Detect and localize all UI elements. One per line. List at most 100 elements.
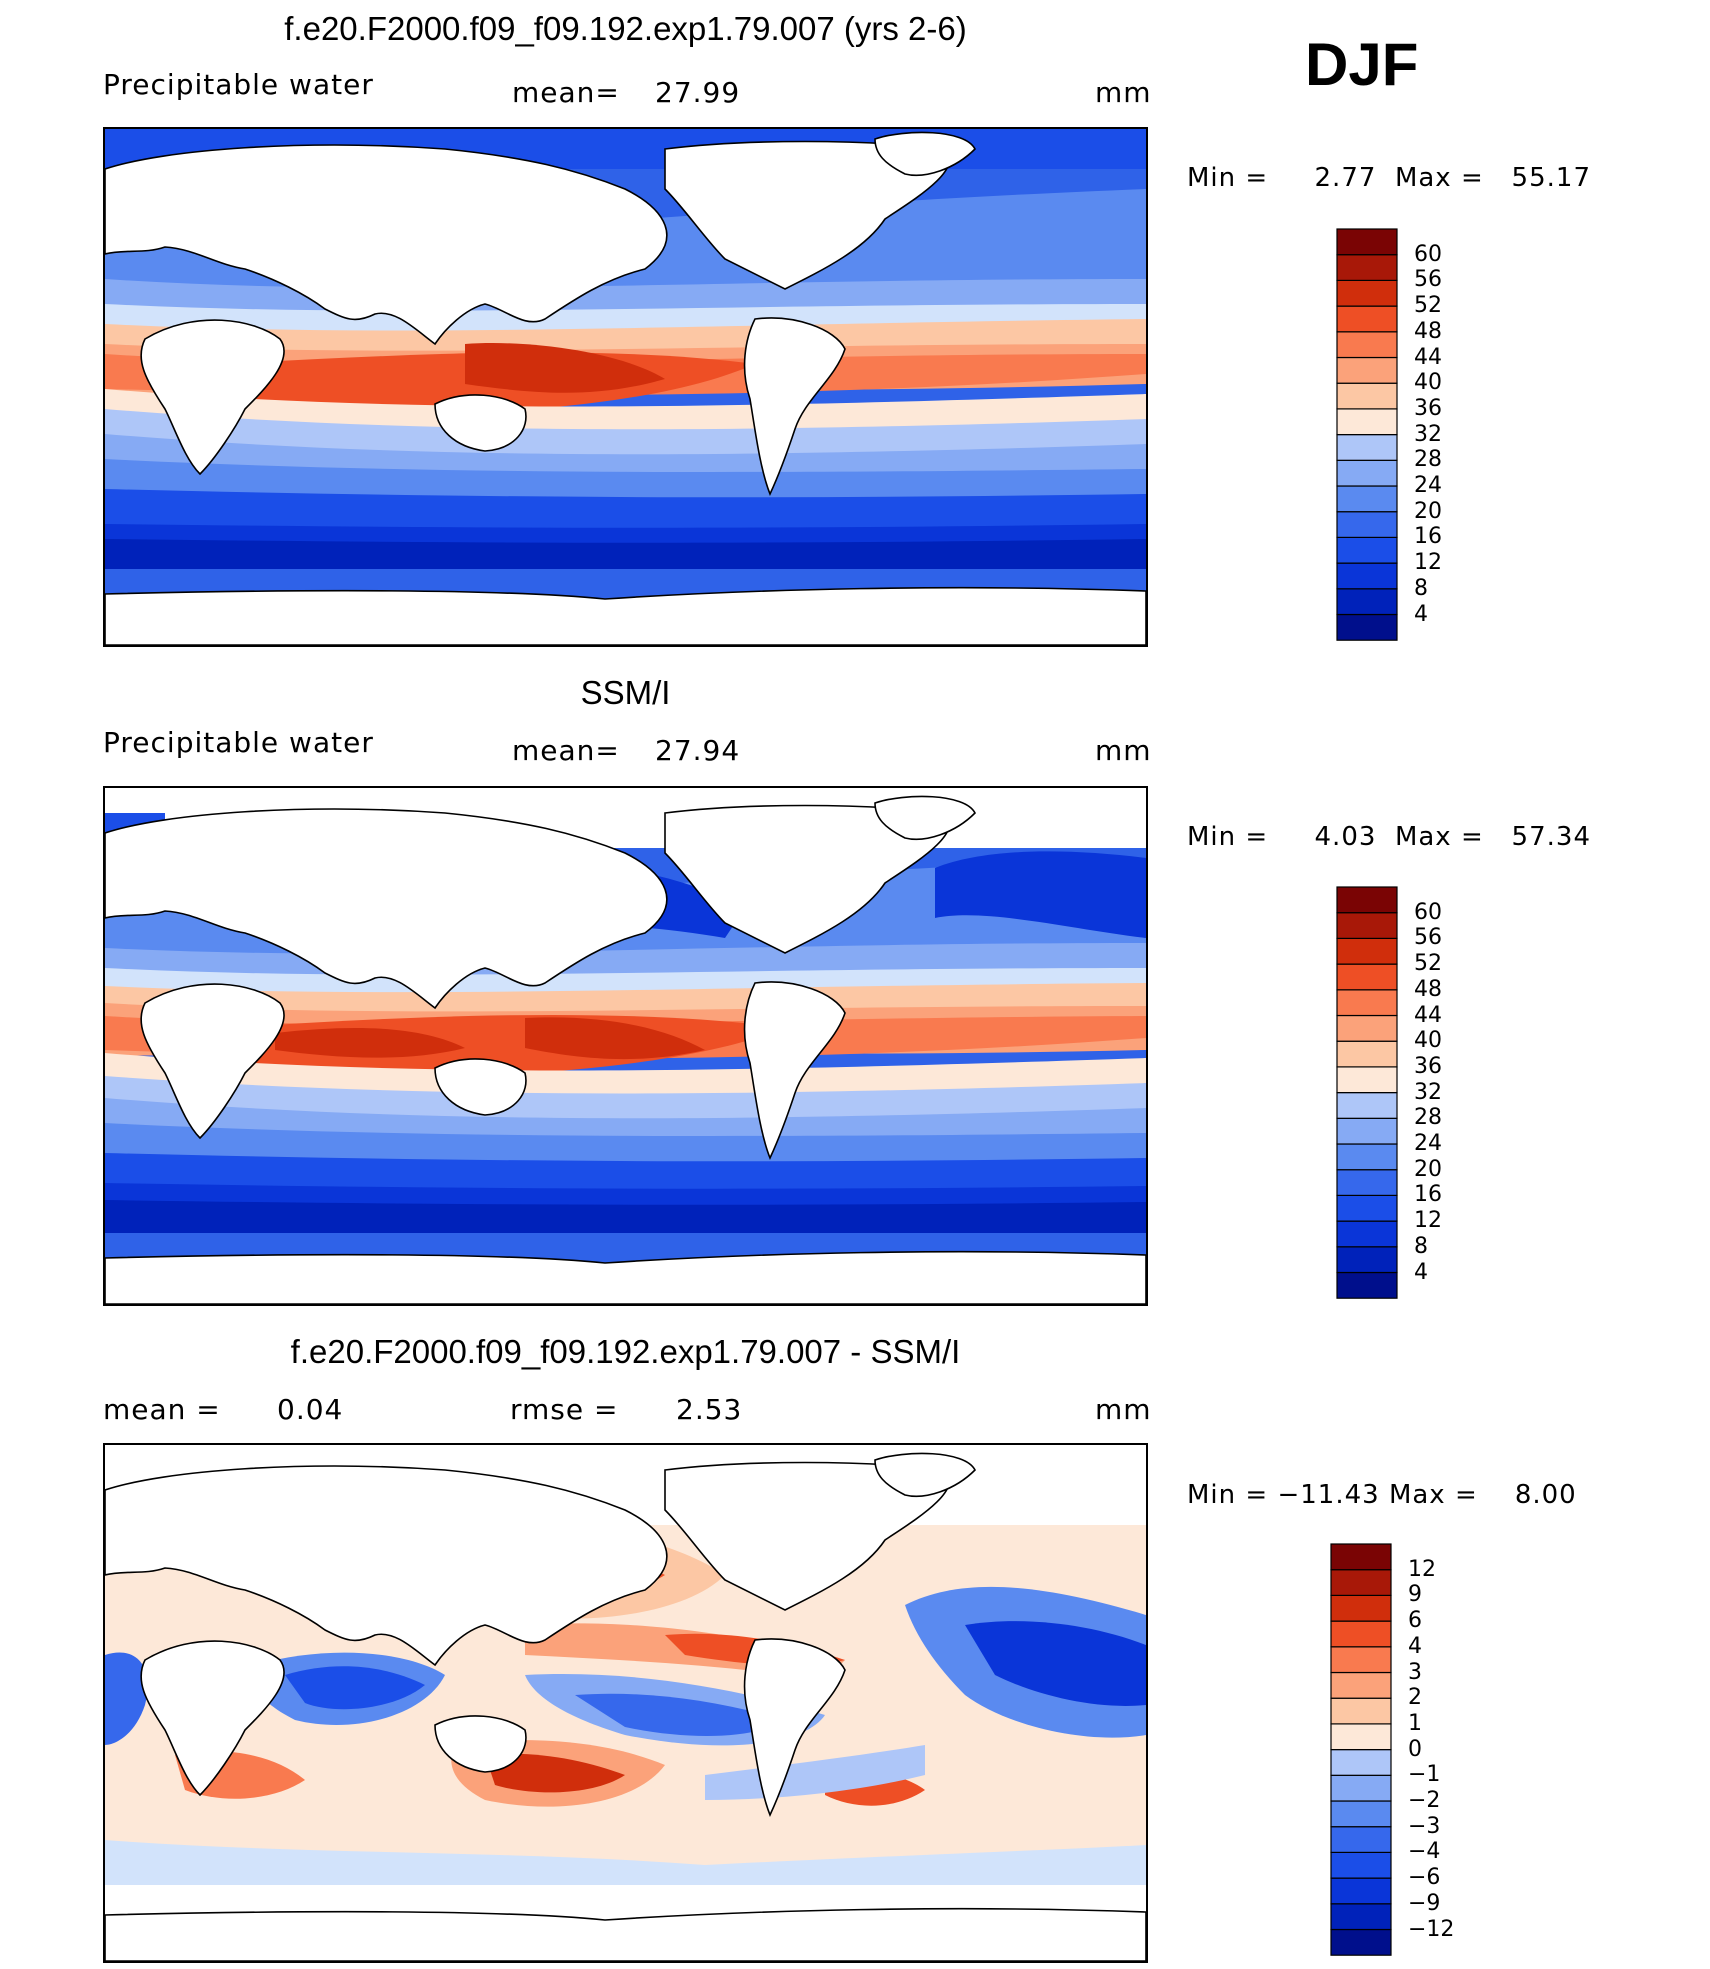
colorbar-1-swatch-3	[1336, 536, 1398, 564]
colorbar-2-swatch-12	[1336, 963, 1398, 991]
panel2-africa	[140, 983, 285, 1140]
colorbar-1-swatch-9	[1336, 382, 1398, 410]
panel3-map-svg	[105, 1445, 1146, 1961]
colorbar-2-swatch-11	[1336, 989, 1398, 1017]
panel1-greenland	[874, 131, 976, 176]
colorbar-2-label: 52	[1414, 951, 1442, 977]
colorbar-1-label: 24	[1414, 473, 1442, 498]
colorbar-3-swatch-14	[1330, 1569, 1392, 1597]
colorbar-1-swatch-5	[1336, 485, 1398, 513]
colorbar-3-swatch-7	[1330, 1749, 1392, 1776]
panel1-max-value: 55.17	[1511, 163, 1591, 193]
colorbar-1-label: 56	[1414, 267, 1442, 293]
colorbar-1-svg	[1336, 228, 1398, 641]
panel1-min-label: Min =	[1187, 163, 1269, 193]
colorbar-1-swatch-12	[1336, 305, 1398, 333]
panel2-max-value: 57.34	[1511, 822, 1591, 852]
colorbar-2-label: 32	[1414, 1079, 1442, 1105]
panel1-continents	[105, 131, 1146, 645]
colorbar-2-swatch-10	[1336, 1014, 1398, 1042]
colorbar-3-label: 4	[1408, 1633, 1422, 1659]
panel2-mean-value: 27.94	[655, 734, 741, 767]
colorbar-3-swatch-8	[1330, 1723, 1392, 1751]
colorbar-2-label: 12	[1414, 1208, 1442, 1234]
colorbar-1-label: 48	[1414, 318, 1442, 344]
panel1-mean-label: mean=	[512, 76, 620, 109]
colorbar-3-swatch-10	[1330, 1671, 1392, 1699]
colorbar-2-label: 16	[1414, 1182, 1442, 1208]
panel2-min-value: 4.03	[1314, 822, 1377, 852]
colorbar-3-swatch-1	[1330, 1903, 1392, 1931]
colorbar-2-label: 28	[1414, 1105, 1442, 1131]
panel3-map	[103, 1443, 1148, 1963]
panel2-australia	[434, 1058, 527, 1116]
panel3-max-label: Max =	[1388, 1480, 1478, 1510]
panel1-eurasia	[105, 144, 668, 346]
colorbar-2-label: 24	[1414, 1131, 1442, 1156]
colorbar-1-swatch-15	[1336, 228, 1398, 256]
panel2-eurasia	[105, 808, 668, 1010]
colorbar-1-swatch-0	[1336, 613, 1398, 641]
colorbar-3-swatch-9	[1330, 1697, 1392, 1725]
colorbar-1-label: 16	[1414, 524, 1442, 550]
panel2-units: mm	[1095, 734, 1152, 767]
panel2-antarctica	[105, 1250, 1146, 1304]
panel1-title: f.e20.F2000.f09_f09.192.exp1.79.007 (yrs…	[284, 10, 967, 47]
panel2-variable-label: Precipitable water	[103, 726, 374, 759]
colorbar-3-label: 3	[1408, 1659, 1422, 1685]
panel1-map	[103, 127, 1148, 647]
panel2-north-america	[664, 804, 951, 954]
panel2-south-america	[743, 981, 846, 1161]
colorbar-1-swatch-11	[1336, 331, 1398, 359]
colorbar-3-swatch-5	[1330, 1800, 1392, 1828]
colorbar-2-swatch-3	[1336, 1194, 1398, 1222]
colorbar-1-swatch-6	[1336, 459, 1398, 487]
colorbar-3-svg	[1330, 1543, 1392, 1956]
colorbar-3-label: 12	[1408, 1556, 1436, 1582]
panel3-mean-label: mean =	[103, 1393, 221, 1426]
panel3-eurasia	[105, 1465, 668, 1667]
colorbar-2-label: 20	[1414, 1156, 1442, 1182]
colorbar-2-swatch-9	[1336, 1040, 1398, 1068]
colorbar-2-swatch-8	[1336, 1066, 1398, 1094]
colorbar-3-label: 6	[1408, 1608, 1422, 1634]
colorbar-2-swatch-6	[1336, 1117, 1398, 1145]
panel3-min-value: −11.43	[1277, 1480, 1380, 1510]
panel2-map-svg	[105, 788, 1146, 1304]
colorbar-1-swatch-14	[1336, 254, 1398, 282]
colorbar-2-swatch-15	[1336, 886, 1398, 914]
panel1-africa	[140, 319, 285, 476]
colorbar-3-label: −1	[1408, 1762, 1441, 1788]
colorbar-3-label: −12	[1408, 1916, 1455, 1942]
panel1-antarctica	[105, 586, 1146, 645]
colorbar-1-swatch-1	[1336, 588, 1398, 616]
colorbar-2-swatch-13	[1336, 937, 1398, 965]
colorbar-1-swatch-7	[1336, 434, 1398, 461]
panel3-south-america	[743, 1638, 846, 1818]
panel3-continents	[105, 1452, 1146, 1961]
colorbar-2-swatch-0	[1336, 1271, 1398, 1299]
panel2-continents	[105, 795, 1146, 1304]
colorbar-2-label: 48	[1414, 976, 1442, 1002]
colorbar-1-label: 32	[1414, 421, 1442, 447]
panel3-north-america	[664, 1461, 951, 1611]
colorbar-2-swatch-4	[1336, 1169, 1398, 1197]
colorbar-3-swatch-13	[1330, 1594, 1392, 1622]
colorbar-1-label: 44	[1414, 344, 1442, 370]
colorbar-1-swatch-2	[1336, 562, 1398, 590]
colorbar-3-swatch-6	[1330, 1774, 1392, 1802]
colorbar-3-label: −4	[1408, 1839, 1441, 1865]
panel2-greenland	[874, 795, 976, 840]
colorbar-2-swatch-14	[1336, 912, 1398, 940]
panel1-minmax: Min = 2.77 Max = 55.17	[1187, 163, 1591, 193]
panel2-min-label: Min =	[1187, 822, 1269, 852]
colorbar-1-label: 4	[1414, 601, 1428, 627]
colorbar-3-label: −9	[1408, 1890, 1441, 1916]
colorbar-3-swatch-3	[1330, 1851, 1392, 1879]
colorbar-2-label: 4	[1414, 1259, 1428, 1285]
colorbar-3-label: −6	[1408, 1865, 1441, 1891]
colorbar-3-swatch-11	[1330, 1646, 1392, 1674]
colorbar-3-swatch-4	[1330, 1826, 1392, 1854]
panel1-south-america	[743, 317, 846, 497]
panel2-mean-label: mean=	[512, 734, 620, 767]
